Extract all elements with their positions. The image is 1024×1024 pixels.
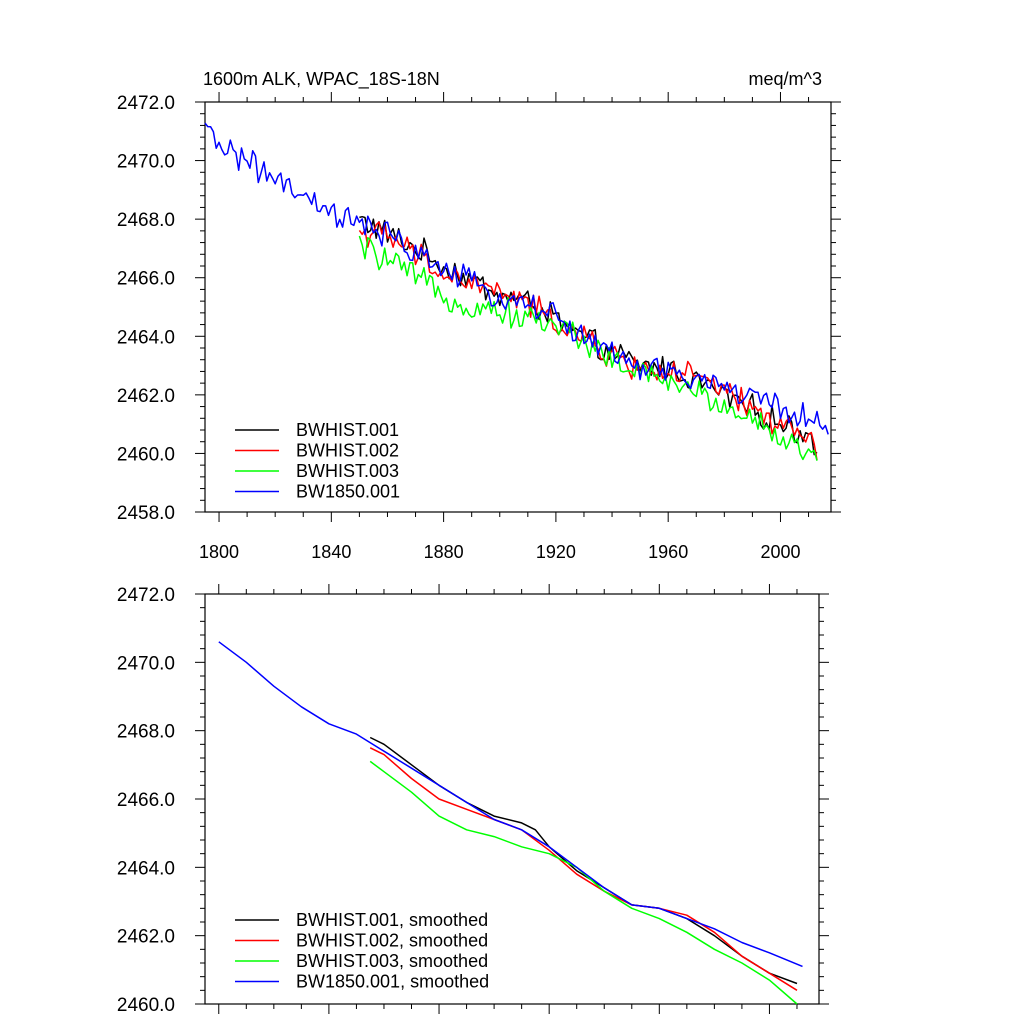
x-tick-label: 2000 bbox=[760, 542, 800, 562]
series-line bbox=[369, 747, 798, 991]
series-line bbox=[218, 641, 803, 968]
y-tick-label: 2468.0 bbox=[117, 210, 175, 231]
y-tick-label: 2470.0 bbox=[117, 653, 175, 674]
series-layer bbox=[218, 641, 803, 1005]
legend-label: BWHIST.001 bbox=[296, 420, 399, 440]
legend-label: BWHIST.003 bbox=[296, 461, 399, 481]
y-tick-label: 2460.0 bbox=[117, 995, 175, 1016]
axis-ticks: 1800 1840 1880 1920 1960 2000 2458.0 2460.0 2462… bbox=[117, 92, 841, 562]
axis-ticks: 2460.0 2462.0 2464.0 2466.0 2468.0 2470.0 2472… bbox=[117, 584, 829, 1016]
legend-label: BWHIST.002 bbox=[296, 441, 399, 461]
y-tick-label: 2470.0 bbox=[117, 152, 175, 173]
bottom-chart-panel: 2460.0 2462.0 2464.0 2466.0 2468.0 2470.0 2472… bbox=[117, 584, 829, 1016]
legend-label: BWHIST.002, smoothed bbox=[296, 931, 488, 951]
y-tick-label: 2462.0 bbox=[117, 386, 175, 407]
y-tick-label: 2464.0 bbox=[117, 858, 175, 879]
top-chart-panel: 1600m ALK, WPAC_18S-18N meq/m^3 1800 1840… bbox=[117, 69, 841, 562]
x-tick-label: 1920 bbox=[536, 542, 576, 562]
series-layer bbox=[204, 122, 829, 461]
legend-label: BW1850.001 bbox=[296, 482, 400, 502]
plot-frame bbox=[204, 101, 832, 513]
y-tick-label: 2466.0 bbox=[117, 269, 175, 290]
legend-label: BWHIST.003, smoothed bbox=[296, 951, 488, 971]
series-line bbox=[204, 122, 829, 435]
units-label: meq/m^3 bbox=[749, 69, 822, 89]
series-line bbox=[359, 215, 818, 456]
x-tick-label: 1840 bbox=[311, 542, 351, 562]
x-tick-label: 1800 bbox=[199, 542, 239, 562]
legend-label: BWHIST.001, smoothed bbox=[296, 910, 488, 930]
x-tick-label: 1960 bbox=[648, 542, 688, 562]
y-tick-label: 2460.0 bbox=[117, 444, 175, 465]
x-tick-label: 1880 bbox=[424, 542, 464, 562]
y-tick-label: 2468.0 bbox=[117, 722, 175, 743]
legend-label: BW1850.001, smoothed bbox=[296, 972, 489, 992]
y-tick-label: 2464.0 bbox=[117, 327, 175, 348]
y-tick-label: 2466.0 bbox=[117, 790, 175, 811]
y-tick-label: 2462.0 bbox=[117, 927, 175, 948]
series-line bbox=[358, 235, 818, 461]
y-tick-label: 2458.0 bbox=[117, 503, 175, 524]
y-tick-label: 2472.0 bbox=[117, 93, 175, 114]
y-tick-label: 2472.0 bbox=[117, 585, 175, 606]
chart-title: 1600m ALK, WPAC_18S-18N bbox=[203, 69, 440, 90]
